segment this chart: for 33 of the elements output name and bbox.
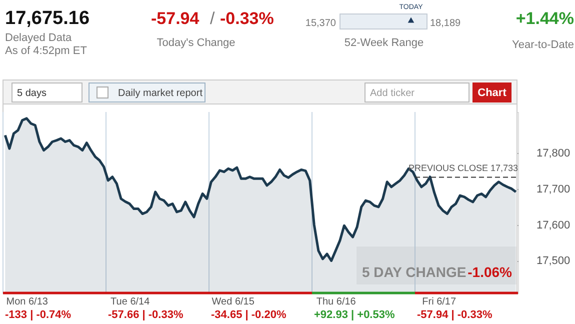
text: As of 4:52pm ET bbox=[5, 45, 88, 57]
text: -57.94 bbox=[151, 9, 200, 28]
y-tick-label: 17,700 bbox=[536, 184, 570, 196]
text: 17,675.16 bbox=[5, 8, 90, 29]
annotation: -1.06% bbox=[468, 264, 513, 280]
text: Year-to-Date bbox=[512, 39, 574, 51]
text: Add ticker bbox=[370, 88, 416, 99]
y-tick-label: 17,600 bbox=[536, 219, 570, 232]
text: +92.93 | +0.53% bbox=[314, 309, 395, 321]
annotation: 5 DAY CHANGE bbox=[362, 264, 466, 280]
text: Delayed Data bbox=[5, 32, 73, 44]
x-tick-label: Thu 6/16 bbox=[316, 296, 356, 308]
text: Today's Change bbox=[156, 37, 236, 49]
text: Daily market report bbox=[118, 88, 203, 99]
text: / bbox=[210, 9, 215, 28]
text: +1.44% bbox=[516, 9, 574, 28]
text: 18,189 bbox=[430, 18, 462, 29]
y-tick-label: 17,500 bbox=[536, 255, 570, 268]
y-tick-label: 17,800 bbox=[536, 148, 570, 160]
text: 52-Week Range bbox=[344, 37, 424, 49]
x-tick-label: Tue 6/14 bbox=[110, 296, 150, 308]
x-tick-label: Mon 6/13 bbox=[6, 296, 48, 308]
x-tick-label: Wed 6/15 bbox=[212, 296, 255, 308]
text: -0.33% bbox=[220, 9, 274, 28]
x-tick-label: Fri 6/17 bbox=[422, 296, 456, 308]
text: -57.66 | -0.33% bbox=[108, 309, 184, 321]
ref-line-label: PREVIOUS CLOSE 17,733 bbox=[408, 163, 518, 174]
text: -57.94 | -0.33% bbox=[417, 309, 492, 321]
text: Chart bbox=[478, 87, 507, 99]
text: 5 days bbox=[17, 88, 46, 99]
text: 15,370 bbox=[305, 18, 336, 29]
text: -34.65 | -0.20% bbox=[211, 309, 286, 321]
text: -133 | -0.74% bbox=[5, 309, 72, 321]
